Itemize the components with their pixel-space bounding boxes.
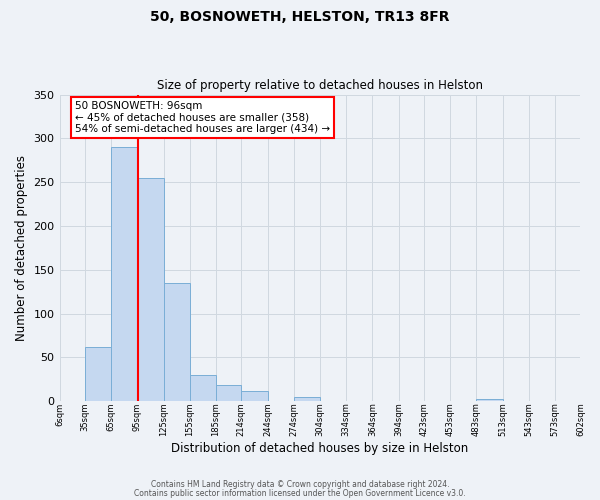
Bar bbox=[216, 386, 241, 401]
Bar bbox=[111, 147, 137, 401]
Title: Size of property relative to detached houses in Helston: Size of property relative to detached ho… bbox=[157, 79, 483, 92]
X-axis label: Distribution of detached houses by size in Helston: Distribution of detached houses by size … bbox=[172, 442, 469, 455]
Bar bbox=[241, 390, 268, 401]
Bar bbox=[137, 178, 164, 401]
Text: Contains public sector information licensed under the Open Government Licence v3: Contains public sector information licen… bbox=[134, 488, 466, 498]
Text: 50 BOSNOWETH: 96sqm
← 45% of detached houses are smaller (358)
54% of semi-detac: 50 BOSNOWETH: 96sqm ← 45% of detached ho… bbox=[75, 100, 330, 134]
Bar bbox=[294, 397, 320, 401]
Bar bbox=[190, 375, 216, 401]
Y-axis label: Number of detached properties: Number of detached properties bbox=[15, 155, 28, 341]
Text: 50, BOSNOWETH, HELSTON, TR13 8FR: 50, BOSNOWETH, HELSTON, TR13 8FR bbox=[150, 10, 450, 24]
Bar bbox=[164, 283, 190, 401]
Bar bbox=[476, 398, 503, 401]
Text: Contains HM Land Registry data © Crown copyright and database right 2024.: Contains HM Land Registry data © Crown c… bbox=[151, 480, 449, 489]
Bar bbox=[85, 347, 111, 401]
